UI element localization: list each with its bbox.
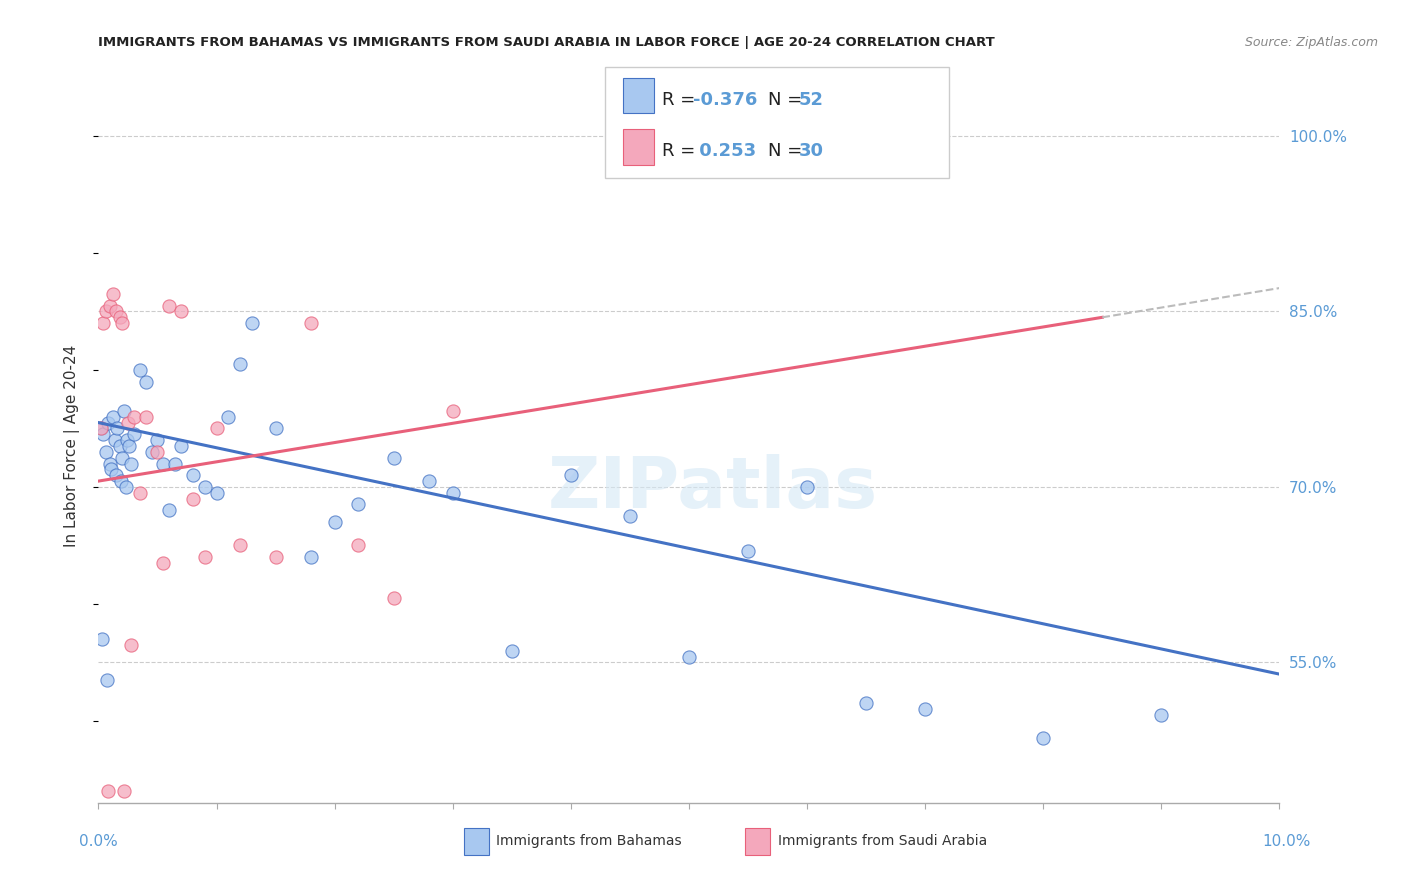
Point [111, 450, 134, 465]
Point [165, 457, 187, 471]
Point [117, 416, 139, 430]
Point [122, 409, 145, 424]
Point [104, 433, 127, 447]
Point [121, 457, 143, 471]
Point [441, 404, 464, 418]
Point [418, 474, 440, 488]
Point [96, 673, 118, 687]
Text: 30: 30 [799, 143, 824, 161]
Point [152, 457, 174, 471]
Point [619, 128, 641, 143]
Point [382, 450, 405, 465]
Point [560, 468, 582, 483]
Text: Immigrants from Saudi Arabia: Immigrants from Saudi Arabia [778, 834, 987, 848]
Point [94, 445, 117, 459]
Text: N =: N = [768, 143, 807, 161]
Point [181, 491, 204, 506]
Point [90, 421, 112, 435]
Point [98, 457, 121, 471]
Text: R =: R = [662, 143, 702, 161]
Point [619, 509, 641, 524]
Point [157, 503, 180, 517]
Point [217, 409, 239, 424]
Point [152, 556, 174, 570]
Y-axis label: In Labor Force | Age 20-24: In Labor Force | Age 20-24 [63, 345, 80, 547]
Point [114, 480, 136, 494]
Point [108, 439, 131, 453]
Point [382, 591, 405, 605]
Text: Immigrants from Bahamas: Immigrants from Bahamas [496, 834, 682, 848]
Point [112, 784, 135, 798]
Point [347, 498, 370, 512]
Point [146, 433, 169, 447]
Text: ZIPatlas: ZIPatlas [547, 454, 877, 524]
Point [105, 304, 128, 318]
Point [115, 433, 138, 447]
Point [121, 638, 143, 652]
Text: -0.376: -0.376 [693, 91, 758, 109]
Point [170, 304, 193, 318]
Point [299, 550, 322, 565]
Point [441, 485, 464, 500]
Point [170, 439, 193, 453]
Point [737, 544, 759, 558]
Point [135, 409, 157, 424]
Text: 10.0%: 10.0% [1263, 834, 1310, 849]
Point [90, 421, 112, 435]
Point [100, 462, 122, 476]
Point [914, 702, 936, 716]
Point [97, 784, 120, 798]
Point [112, 404, 135, 418]
Text: Source: ZipAtlas.com: Source: ZipAtlas.com [1244, 36, 1378, 49]
Point [678, 649, 700, 664]
Point [157, 299, 180, 313]
Text: 0.0%: 0.0% [79, 834, 118, 849]
Point [98, 299, 121, 313]
Point [135, 375, 157, 389]
Point [128, 485, 150, 500]
Point [264, 550, 287, 565]
Point [1150, 708, 1173, 723]
Point [229, 538, 252, 552]
Point [229, 357, 252, 371]
Text: R =: R = [662, 91, 702, 109]
Point [181, 468, 204, 483]
Point [194, 480, 217, 494]
Point [146, 445, 169, 459]
Point [240, 316, 263, 330]
Point [855, 128, 877, 143]
Point [264, 421, 287, 435]
Point [94, 304, 117, 318]
Point [205, 421, 228, 435]
Point [796, 480, 818, 494]
Point [323, 515, 346, 529]
Point [97, 416, 120, 430]
Point [91, 632, 114, 646]
Text: IMMIGRANTS FROM BAHAMAS VS IMMIGRANTS FROM SAUDI ARABIA IN LABOR FORCE | AGE 20-: IMMIGRANTS FROM BAHAMAS VS IMMIGRANTS FR… [98, 36, 995, 49]
Text: 0.253: 0.253 [693, 143, 756, 161]
Point [299, 316, 322, 330]
Point [1032, 731, 1054, 746]
Point [105, 468, 128, 483]
Point [855, 697, 877, 711]
Point [108, 310, 131, 325]
Point [105, 421, 128, 435]
Point [347, 538, 370, 552]
Point [101, 409, 124, 424]
Point [91, 316, 114, 330]
Point [118, 439, 141, 453]
Point [110, 474, 132, 488]
Text: N =: N = [768, 91, 807, 109]
Point [194, 550, 217, 565]
Point [122, 427, 145, 442]
Point [501, 644, 523, 658]
Text: 52: 52 [799, 91, 824, 109]
Point [101, 287, 124, 301]
Point [205, 485, 228, 500]
Point [141, 445, 163, 459]
Point [91, 427, 114, 442]
Point [111, 316, 134, 330]
Point [128, 363, 150, 377]
